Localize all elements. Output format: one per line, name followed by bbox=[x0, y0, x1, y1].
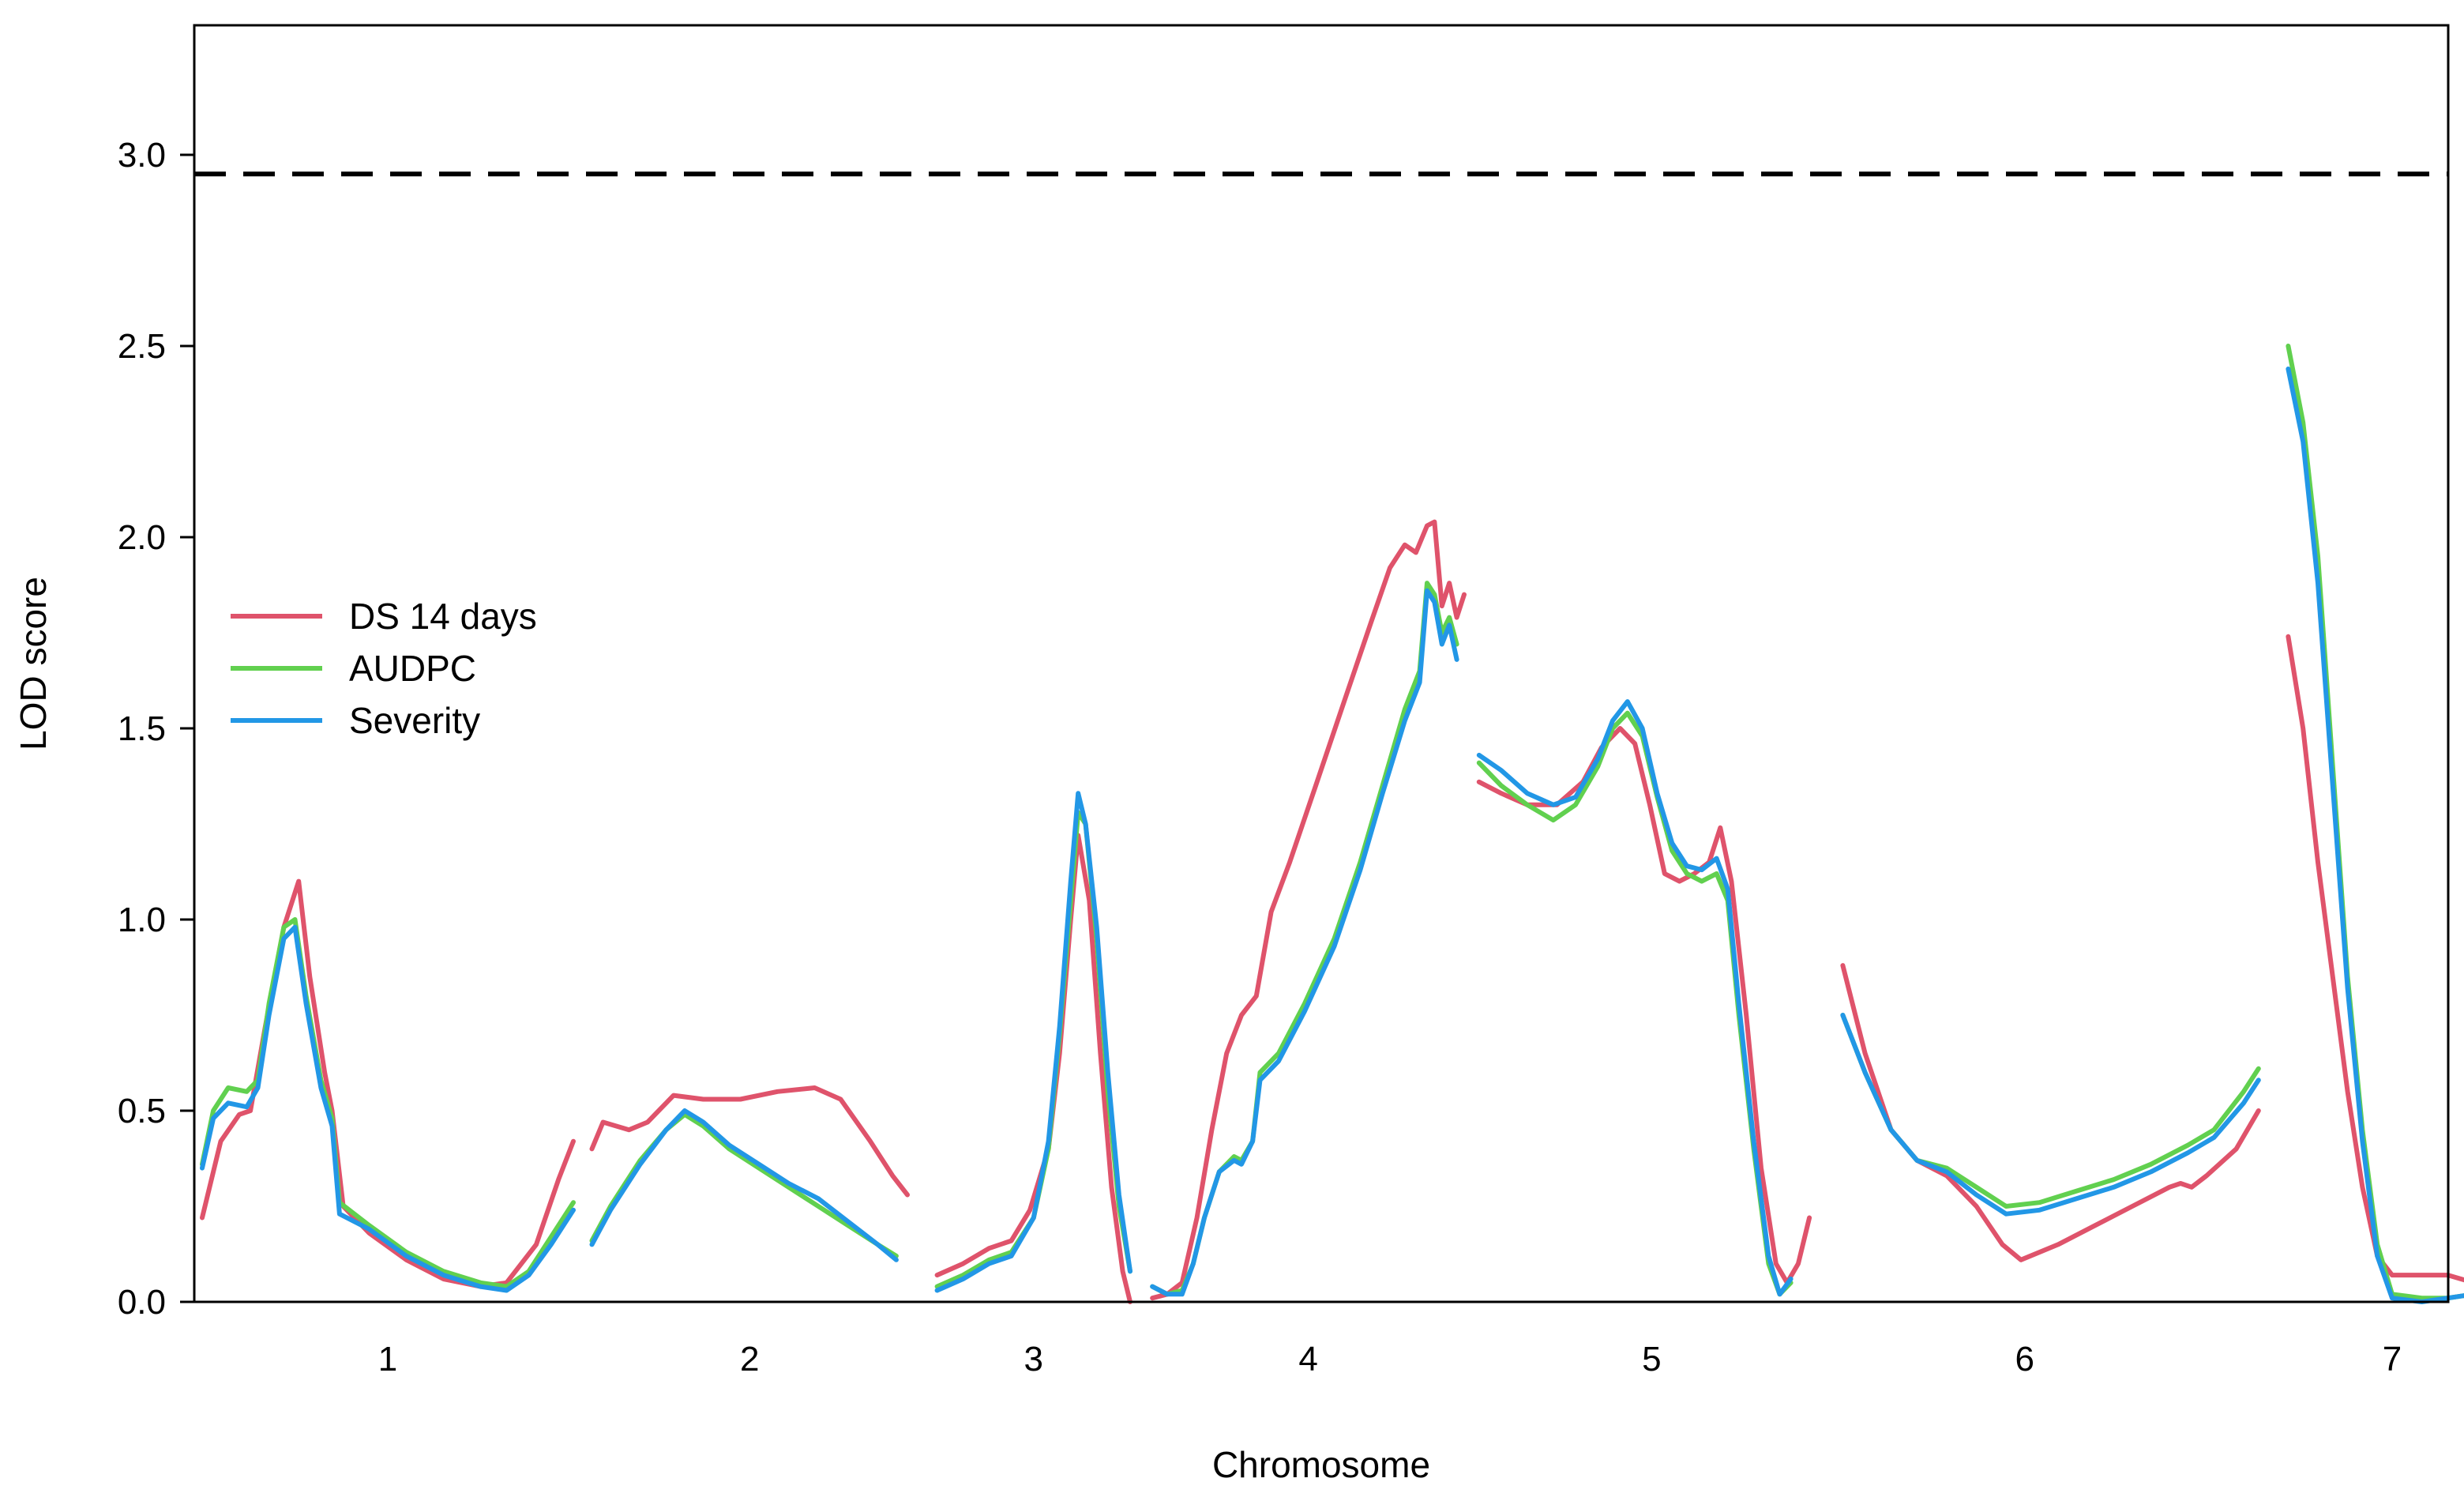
series-line-1-chr-5 bbox=[1476, 726, 1812, 1285]
x-tick-label-chr-7: 7 bbox=[2383, 1340, 2402, 1379]
y-axis-label: LOD score bbox=[13, 577, 54, 750]
series-line-3-chr-1 bbox=[200, 924, 576, 1293]
x-tick-label-chr-5: 5 bbox=[1642, 1340, 1661, 1379]
legend-label-3: Severity bbox=[349, 700, 480, 741]
y-tick-label: 3.0 bbox=[118, 136, 166, 175]
x-tick-label-chr-3: 3 bbox=[1024, 1340, 1043, 1379]
x-tick-label-chr-1: 1 bbox=[378, 1340, 397, 1379]
x-tick-label-chr-2: 2 bbox=[740, 1340, 759, 1379]
series-line-3-chr-6 bbox=[1840, 1013, 2261, 1217]
x-axis: 12345678 bbox=[378, 1340, 2402, 1379]
series-lines bbox=[200, 344, 2464, 1304]
y-tick-label: 2.5 bbox=[118, 327, 166, 366]
y-tick-label: 0.0 bbox=[118, 1283, 166, 1322]
legend: DS 14 days AUDPC Severity bbox=[231, 596, 537, 741]
legend-label-1: DS 14 days bbox=[349, 596, 537, 637]
legend-label-2: AUDPC bbox=[349, 648, 476, 689]
y-tick-label: 0.5 bbox=[118, 1092, 166, 1130]
x-axis-label: Chromosome bbox=[1212, 1444, 1430, 1485]
series-line-3-chr-5 bbox=[1476, 699, 1794, 1297]
y-axis: 0.0 0.5 1.0 1.5 2.0 2.5 3.0 bbox=[118, 136, 194, 1322]
y-tick-label: 2.0 bbox=[118, 518, 166, 557]
series-line-1-chr-2 bbox=[589, 1085, 910, 1198]
y-tick-label: 1.0 bbox=[118, 901, 166, 939]
series-line-1-chr-4 bbox=[1150, 519, 1467, 1301]
x-tick-label-chr-4: 4 bbox=[1298, 1340, 1317, 1379]
y-tick-label: 1.5 bbox=[118, 709, 166, 748]
series-line-3-chr-2 bbox=[589, 1108, 899, 1262]
series-line-3-chr-7 bbox=[2286, 367, 2464, 1304]
series-line-3-chr-3 bbox=[934, 791, 1132, 1293]
plot-frame bbox=[193, 24, 2450, 1303]
x-tick-label-chr-6: 6 bbox=[2015, 1340, 2034, 1379]
series-line-3-chr-4 bbox=[1150, 588, 1459, 1297]
